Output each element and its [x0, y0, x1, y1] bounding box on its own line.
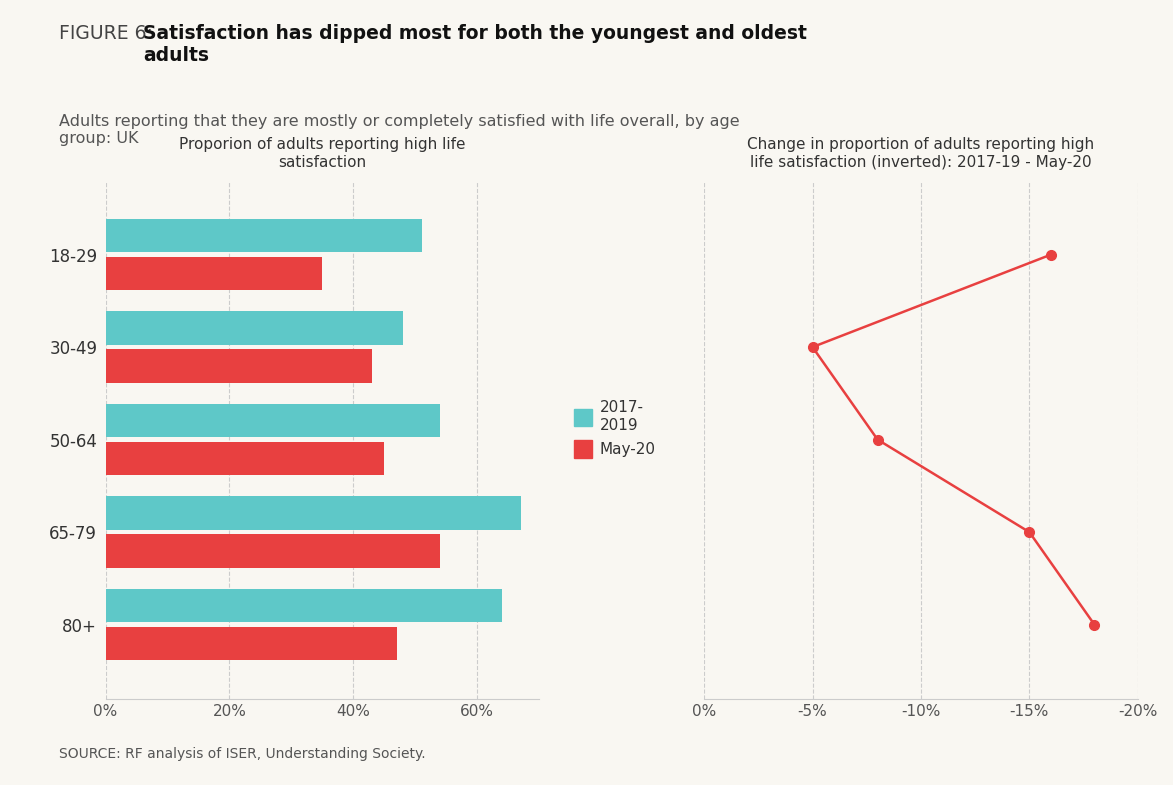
- Text: SOURCE: RF analysis of ISER, Understanding Society.: SOURCE: RF analysis of ISER, Understandi…: [59, 747, 426, 761]
- Bar: [106, 589, 502, 623]
- Bar: [106, 257, 323, 290]
- Bar: [106, 442, 385, 475]
- Bar: [106, 312, 404, 345]
- Text: Adults reporting that they are mostly or completely satisfied with life overall,: Adults reporting that they are mostly or…: [59, 114, 739, 146]
- Bar: [106, 535, 440, 568]
- Title: Proporion of adults reporting high life
satisfaction: Proporion of adults reporting high life …: [179, 137, 466, 170]
- Bar: [106, 349, 372, 383]
- Bar: [106, 627, 396, 660]
- Bar: [106, 496, 521, 530]
- Bar: [106, 404, 440, 437]
- Legend: 2017-
2019, May-20: 2017- 2019, May-20: [568, 394, 662, 464]
- Bar: [106, 219, 421, 252]
- Text: FIGURE 6:: FIGURE 6:: [59, 24, 158, 42]
- Text: Satisfaction has dipped most for both the youngest and oldest
adults: Satisfaction has dipped most for both th…: [143, 24, 807, 64]
- Title: Change in proportion of adults reporting high
life satisfaction (inverted): 2017: Change in proportion of adults reporting…: [747, 137, 1094, 170]
